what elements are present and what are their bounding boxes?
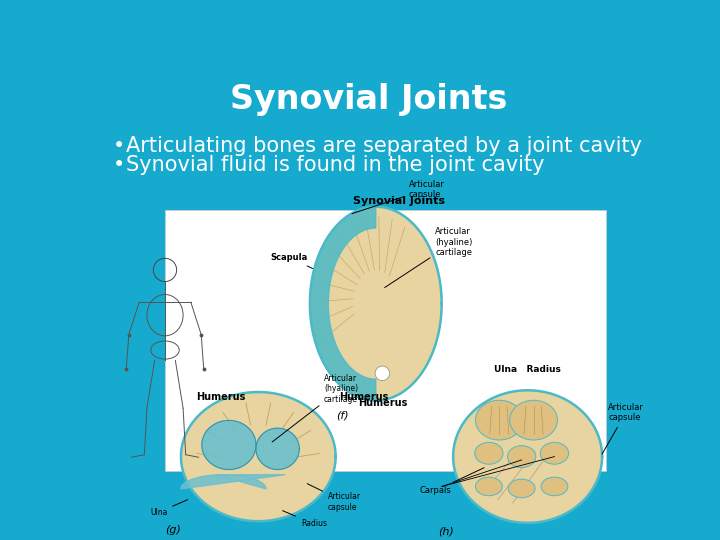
Text: (g): (g) xyxy=(166,525,181,535)
Text: Synovial fluid is found in the joint cavity: Synovial fluid is found in the joint cav… xyxy=(127,155,545,175)
Polygon shape xyxy=(202,421,256,469)
Polygon shape xyxy=(310,207,376,401)
Text: Articular
capsule: Articular capsule xyxy=(307,484,361,511)
Polygon shape xyxy=(310,207,441,401)
Polygon shape xyxy=(181,392,336,521)
Text: (h): (h) xyxy=(438,527,454,537)
Text: •: • xyxy=(113,155,125,175)
Text: Humerus: Humerus xyxy=(340,393,389,402)
FancyBboxPatch shape xyxy=(165,210,606,471)
Ellipse shape xyxy=(475,400,523,440)
Ellipse shape xyxy=(541,477,568,496)
Ellipse shape xyxy=(510,400,557,440)
Text: Humerus: Humerus xyxy=(197,393,246,402)
Text: Humerus: Humerus xyxy=(358,397,407,408)
Text: Carpals: Carpals xyxy=(420,468,484,495)
Ellipse shape xyxy=(474,442,503,464)
Text: Articular
(hyaline)
cartilage: Articular (hyaline) cartilage xyxy=(272,374,358,442)
Polygon shape xyxy=(181,475,285,489)
Ellipse shape xyxy=(508,446,536,468)
Text: Ulna: Ulna xyxy=(150,500,188,517)
Text: Synovial Joints: Synovial Joints xyxy=(353,196,445,206)
Text: Scapula: Scapula xyxy=(270,253,312,268)
Polygon shape xyxy=(453,390,602,523)
Polygon shape xyxy=(256,428,300,469)
Text: Ulna   Radius: Ulna Radius xyxy=(494,365,561,374)
Ellipse shape xyxy=(475,477,503,496)
Ellipse shape xyxy=(540,442,569,464)
Ellipse shape xyxy=(375,366,390,381)
Text: Articular
(hyaline)
cartilage: Articular (hyaline) cartilage xyxy=(384,227,472,287)
Text: Articular
capsule: Articular capsule xyxy=(352,180,444,214)
Text: Synovial Joints: Synovial Joints xyxy=(230,83,508,116)
Ellipse shape xyxy=(508,479,535,498)
Text: •: • xyxy=(113,136,125,156)
Text: Articular
capsule: Articular capsule xyxy=(602,403,644,454)
Text: Radius: Radius xyxy=(282,511,327,528)
Text: Articulating bones are separated by a joint cavity: Articulating bones are separated by a jo… xyxy=(127,136,642,156)
Text: (f): (f) xyxy=(336,410,349,421)
